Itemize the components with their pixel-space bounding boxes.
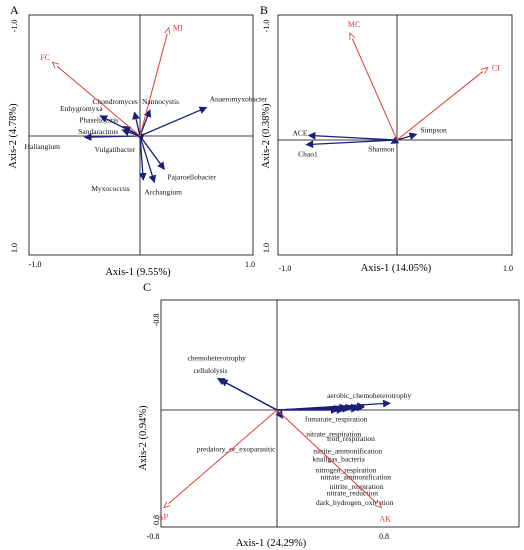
- panel-b-plot-frame: [277, 14, 513, 256]
- panel-a-vector-label-sandaracinus: Sandaracinus: [78, 127, 118, 136]
- panel-b-x-tick-label: 1.0: [503, 264, 513, 273]
- panel-b-vector-shannon: [390, 136, 400, 145]
- panel-b: B -1.0 1.0 -1.0 1.0 Axis-1 (14.05%) Axis-2 (0.…: [260, 3, 513, 274]
- panel-c-y-tick-label: 0.8: [152, 515, 161, 525]
- panel-c-vector-label-nitrite-respiration: nitrite_respiration: [330, 482, 384, 491]
- panel-c-vector-label-cellulolysis: cellulolysis: [193, 366, 227, 375]
- panel-c-vector-label-nitrite-ammonification: nitrite_ammonification: [313, 447, 382, 456]
- panel-a-y-axis-label: Axis-2 (4.78%): [8, 103, 19, 169]
- panel-a-env-vector-mi: [139, 28, 169, 137]
- panel-a-vector-label-archangium: Archangium: [144, 187, 182, 196]
- panel-a-y-tick-label: 1.0: [10, 243, 19, 253]
- panel-c-y-axis-label: Axis-2 (0.94%): [138, 405, 149, 471]
- panel-c-x-tick-label: -0.8: [147, 532, 160, 541]
- panel-c-vector-label-nitrate-ammonification: nitrate_ammonification: [321, 472, 392, 481]
- panel-a-vector-pajaroellobacter: [139, 135, 165, 170]
- panel-c-y-tick-label: -0.8: [152, 314, 161, 327]
- panel-c-vector-label-nitrate-respiration: nitrate_respiration: [306, 429, 361, 438]
- panel-c-letter: C: [143, 280, 151, 294]
- panel-a-vector-anaeromyxobacter: [139, 106, 208, 137]
- panel-a-env-vector-fc: [52, 62, 141, 137]
- panel-b-y-tick-label: -1.0: [262, 20, 271, 33]
- panel-c-vector-label-predatory-or-exoparasitic: predatory_or_exoparasitic: [197, 444, 276, 453]
- panel-c-vector-cellulolysis: [219, 379, 278, 411]
- panel-a-vector-label-haliangium: Haliangium: [25, 142, 61, 151]
- panel-a-vector-label-pajaroellobacter: Pajaroellobacter: [167, 172, 216, 181]
- panel-c-vector-label-fumarate-respiration: fumarate_respiration: [305, 414, 368, 423]
- panel-a-vector-chondromyces: [132, 111, 141, 137]
- panel-c-vector-label-dark-hydrogen-oxidation: dark_hydrogen_oxidation: [316, 498, 394, 507]
- panel-b-vector-label-ace: ACE: [292, 128, 307, 137]
- panel-c-vector-label-knallgas-bacteria: knallgas_bacteria: [312, 454, 365, 463]
- panel-b-env-label-mc: MC: [348, 20, 360, 29]
- panel-c-vector-label-nitrogen-respiration: nitrogen_respiration: [316, 466, 377, 475]
- panel-a-letter: A: [10, 3, 19, 17]
- panel-a-vector-haliangium: [83, 133, 141, 141]
- panel-c-env-label-ap: AP: [158, 513, 169, 522]
- panel-a-env-label-fc: FC: [40, 53, 50, 62]
- panel-a-vector-myxococcus: [138, 135, 147, 181]
- panel-a-vector-label-phaselicystis: Phaselicystis: [79, 115, 118, 124]
- panel-b-vector-label-simpson: Simpson: [421, 125, 448, 134]
- panel-a-vector-label-anaeromyxobacter: Anaeromyxobacter: [210, 94, 268, 103]
- panel-b-vector-chao1: [305, 139, 398, 149]
- panel-b-vector-simpson: [396, 132, 418, 141]
- panel-a-vector-label-vulgatibacter: Vulgatibacter: [95, 145, 136, 154]
- panel-c-vector-label-aerobic-chemoheterotrophy: aerobic_chemoheterotrophy: [327, 391, 411, 400]
- panel-b-vector-ace: [307, 131, 398, 141]
- panel-b-x-axis-label: Axis-1 (14.05%): [361, 263, 432, 274]
- panel-c-env-vector-ap: [164, 409, 278, 508]
- panel-a-vector-archangium: [139, 135, 157, 184]
- panel-a-x-tick-label: 1.0: [245, 260, 255, 269]
- panel-b-x-tick-label: -1.0: [279, 264, 292, 273]
- panel-a-plot-frame: [28, 14, 254, 256]
- panel-c-x-axis-label: Axis-1 (24.29%): [236, 538, 307, 549]
- panel-a: A -1.0 1.0 -1.0 1.0 Axis-1 (9.55%) Axis-2 (4.7…: [8, 3, 268, 278]
- panel-a-vector-label-enhygromyxa: Enhygromyxa: [60, 104, 103, 113]
- panel-a-vector-label-myxococcus: Myxococcus: [91, 184, 129, 193]
- panel-b-vector-label-chao1: Chao1: [298, 150, 318, 159]
- panel-c-plot-frame: [160, 299, 520, 528]
- panel-b-letter: B: [260, 3, 268, 17]
- panel-c-vector-label-nitrate-reduction: nitrate_reduction: [327, 489, 378, 498]
- panel-c-vector-label-iron-respiration: iron_respiration: [327, 434, 375, 443]
- panel-c-vector-label-chemoheterotrophy: chemoheterotrophy: [188, 353, 247, 362]
- panel-c-x-tick-label: 0.8: [379, 532, 389, 541]
- panel-c-env-vector-ak: [276, 409, 381, 508]
- panel-a-vector-label-nannocystis: Nannocystis: [142, 97, 179, 106]
- panel-a-y-tick-label: -1.0: [10, 20, 19, 33]
- panel-b-env-label-ci: CI: [492, 64, 500, 73]
- panel-a-env-label-mi: MI: [173, 24, 183, 33]
- panel-a-vector-label-chondromyces: Chondromyces: [92, 97, 137, 106]
- panel-c-env-label-ak: AK: [379, 515, 391, 524]
- panel-c: C -0.8 0.8 -0.8 0.8 Axis-1 (24.29%) Axis-2 (0.…: [138, 280, 520, 549]
- panel-b-env-vector-ci: [396, 68, 488, 141]
- panel-b-vector-label-shannon: Shannon: [368, 144, 395, 153]
- panel-b-y-tick-label: 1.0: [262, 243, 271, 253]
- panel-a-x-axis-label: Axis-1 (9.55%): [105, 267, 171, 278]
- panel-b-env-vector-mc: [349, 33, 398, 141]
- panel-a-x-tick-label: -1.0: [29, 260, 42, 269]
- panel-b-y-axis-label: Axis-2 (0.38%): [261, 103, 272, 169]
